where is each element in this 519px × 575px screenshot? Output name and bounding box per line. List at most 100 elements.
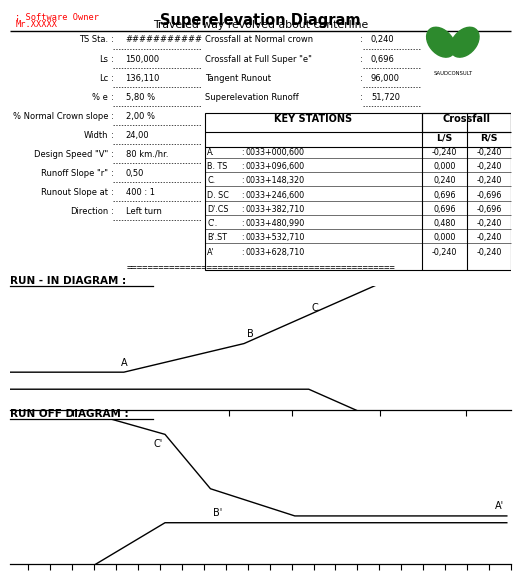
Text: Lc: Lc (99, 74, 108, 83)
Text: ; Software Owner: ; Software Owner (16, 13, 99, 22)
Text: :: : (111, 74, 113, 83)
Text: C'.: C'. (207, 219, 217, 228)
Text: A': A' (207, 248, 215, 256)
Text: :: : (241, 148, 243, 157)
Text: -0,240: -0,240 (476, 248, 502, 256)
Text: A: A (120, 358, 127, 368)
Text: :: : (241, 162, 243, 171)
Text: 0,696: 0,696 (371, 55, 395, 63)
Text: -0,696: -0,696 (476, 191, 502, 200)
Text: Traveled way revolved about centerline: Traveled way revolved about centerline (153, 21, 368, 30)
Text: Direction: Direction (70, 207, 108, 216)
Text: % e: % e (92, 93, 108, 102)
Text: 0033+000,600: 0033+000,600 (246, 148, 305, 157)
Text: 51,720: 51,720 (371, 93, 400, 102)
Text: 24,00: 24,00 (126, 131, 149, 140)
Text: :: : (241, 248, 243, 256)
Text: RUN OFF DIAGRAM :: RUN OFF DIAGRAM : (10, 408, 129, 419)
Text: Superelevation Runoff: Superelevation Runoff (204, 93, 298, 102)
Text: KEY STATIONS: KEY STATIONS (275, 114, 352, 124)
Text: Runoff Slope "r": Runoff Slope "r" (41, 169, 108, 178)
Text: -0,696: -0,696 (476, 205, 502, 214)
Text: A': A' (495, 501, 504, 511)
Text: 2,00 %: 2,00 % (126, 112, 155, 121)
Text: 0,50: 0,50 (126, 169, 144, 178)
Text: :: : (241, 233, 243, 242)
Text: 150,000: 150,000 (126, 55, 160, 63)
Text: 0,000: 0,000 (433, 162, 456, 171)
Text: :: : (241, 177, 243, 185)
Text: 0033+148,320: 0033+148,320 (246, 177, 305, 185)
Text: :: : (241, 191, 243, 200)
Text: 0,000: 0,000 (433, 233, 456, 242)
Text: 136,110: 136,110 (126, 74, 160, 83)
Text: % Normal Crown slope: % Normal Crown slope (12, 112, 108, 121)
Text: B': B' (213, 508, 222, 518)
Text: D: D (497, 484, 505, 494)
Text: Left turn: Left turn (126, 207, 161, 216)
Bar (422, 113, 511, 132)
Text: ==================================================: ========================================… (127, 263, 395, 273)
Text: :: : (360, 74, 363, 83)
Text: -0,240: -0,240 (476, 233, 502, 242)
Text: 80 km./hr.: 80 km./hr. (126, 150, 168, 159)
Text: ###########: ########### (126, 36, 202, 44)
Text: Crossfall at Normal crown: Crossfall at Normal crown (204, 36, 313, 44)
Text: R/S: R/S (480, 133, 498, 142)
Text: :: : (111, 55, 113, 63)
Text: 0033+096,600: 0033+096,600 (246, 162, 305, 171)
Text: B: B (247, 329, 253, 339)
Text: Runout Slope at: Runout Slope at (41, 188, 108, 197)
Text: C.: C. (207, 177, 215, 185)
Text: :: : (111, 36, 113, 44)
Text: B. TS: B. TS (207, 162, 228, 171)
Text: Ls: Ls (99, 55, 108, 63)
Text: :: : (241, 219, 243, 228)
Text: :: : (111, 188, 113, 197)
Text: 0,696: 0,696 (433, 191, 456, 200)
Bar (204, 113, 511, 270)
Text: 0033+628,710: 0033+628,710 (246, 248, 305, 256)
Text: RUN - IN DIAGRAM :: RUN - IN DIAGRAM : (10, 276, 127, 286)
Text: C: C (311, 303, 318, 313)
Text: -0,240: -0,240 (476, 148, 502, 157)
Text: -0,240: -0,240 (432, 248, 457, 256)
Text: :: : (241, 205, 243, 214)
Text: 0,240: 0,240 (371, 36, 394, 44)
Text: Design Speed "V": Design Speed "V" (34, 150, 108, 159)
Text: Mr.XXXXX: Mr.XXXXX (16, 20, 58, 29)
Text: -0,240: -0,240 (476, 162, 502, 171)
Text: :: : (111, 131, 113, 140)
Text: A.: A. (207, 148, 215, 157)
Text: Crossfall: Crossfall (443, 114, 490, 124)
Text: L/S: L/S (436, 133, 453, 142)
Ellipse shape (450, 27, 479, 57)
Text: 5,80 %: 5,80 % (126, 93, 155, 102)
Text: :: : (360, 55, 363, 63)
Text: :: : (111, 112, 113, 121)
Text: 96,000: 96,000 (371, 74, 400, 83)
Text: 0,696: 0,696 (433, 205, 456, 214)
Text: -0,240: -0,240 (476, 219, 502, 228)
Text: -0,240: -0,240 (432, 148, 457, 157)
Text: :: : (111, 93, 113, 102)
Text: :: : (111, 150, 113, 159)
Text: SAUDCONSULT: SAUDCONSULT (433, 71, 472, 76)
Ellipse shape (427, 27, 455, 57)
Text: :: : (360, 93, 363, 102)
Text: C': C' (153, 439, 162, 449)
Text: 0033+246,600: 0033+246,600 (246, 191, 305, 200)
Text: 0033+382,710: 0033+382,710 (246, 205, 305, 214)
Text: -0,240: -0,240 (476, 177, 502, 185)
Text: B'.ST: B'.ST (207, 233, 227, 242)
Text: Tangent Runout: Tangent Runout (204, 74, 271, 83)
Text: D'.CS: D'.CS (207, 205, 229, 214)
Text: 0,480: 0,480 (433, 219, 456, 228)
Text: Superelevation Diagram: Superelevation Diagram (160, 13, 361, 28)
Text: 0,240: 0,240 (433, 177, 456, 185)
Text: D. SC: D. SC (207, 191, 229, 200)
Text: :: : (360, 36, 363, 44)
Text: :: : (111, 169, 113, 178)
Text: 0033+480,990: 0033+480,990 (246, 219, 305, 228)
Text: 0033+532,710: 0033+532,710 (246, 233, 305, 242)
